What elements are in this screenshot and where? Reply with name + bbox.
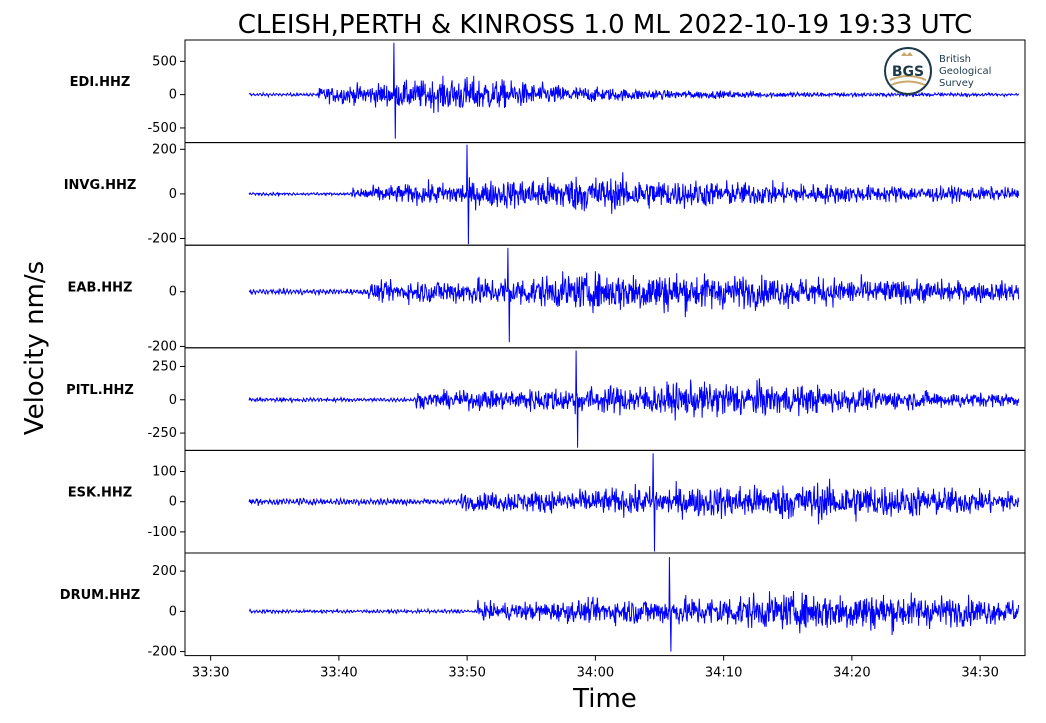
waveform-line (248, 144, 1020, 245)
y-tick-label: 0 (169, 393, 177, 408)
waveform-line (248, 556, 1020, 652)
station-label: INVG.HHZ (64, 178, 137, 193)
station-label: ESK.HHZ (68, 486, 132, 501)
x-tick-label: 34:20 (833, 666, 870, 681)
station-panel: -200 0 EAB.HHZ (68, 244, 1026, 354)
y-tick-label: -200 (147, 339, 177, 354)
y-tick-label: -200 (147, 645, 177, 660)
station-label: EAB.HHZ (68, 280, 133, 295)
waveform-line (248, 247, 1020, 343)
station-label: EDI.HHZ (70, 75, 131, 90)
waveform-line (248, 42, 1020, 139)
y-tick-label: 0 (169, 285, 177, 300)
y-tick-label: -200 (147, 232, 177, 247)
station-label: DRUM.HHZ (60, 588, 140, 603)
y-tick-label: 0 (169, 88, 177, 103)
panel-frame (184, 552, 1026, 657)
waveform-line (248, 453, 1020, 552)
bgs-logo-strata (890, 80, 926, 86)
bgs-logo-line: Survey (939, 78, 974, 89)
waveform-line (248, 350, 1020, 448)
y-tick-label: 200 (152, 142, 177, 157)
bgs-logo-line: British (939, 54, 971, 65)
x-tick-label: 34:10 (705, 666, 742, 681)
station-panel: -200 0 200 DRUM.HHZ (60, 552, 1026, 660)
bgs-logo-line: Geological (939, 66, 991, 77)
y-tick-label: 500 (152, 54, 177, 69)
x-tick-label: 34:30 (961, 666, 998, 681)
y-tick-label: -500 (147, 121, 177, 136)
x-tick-label: 33:30 (192, 666, 229, 681)
x-tick-label: 33:50 (448, 666, 485, 681)
x-axis: 33:30 33:40 33:50 34:00 34:10 34:20 34:30 (192, 655, 999, 681)
station-panel: -250 0 250 PITL.HHZ (66, 347, 1026, 451)
bgs-logo-strata (889, 75, 927, 81)
y-tick-label: 200 (152, 564, 177, 579)
x-axis-label: Time (572, 684, 637, 714)
station-panels: -500 0 500 EDI.HHZ -200 0 200 INVG.HHZ -200 0 EAB.… (60, 39, 1026, 660)
crown-icon (901, 52, 913, 56)
station-panel: -500 0 500 EDI.HHZ (70, 39, 1026, 144)
station-label: PITL.HHZ (66, 383, 134, 398)
y-tick-label: 250 (152, 359, 177, 374)
station-panel: -200 0 200 INVG.HHZ (64, 142, 1026, 247)
y-tick-label: 0 (169, 495, 177, 510)
y-tick-label: 0 (169, 187, 177, 202)
y-tick-label: -250 (147, 426, 177, 441)
y-tick-label: 100 (152, 465, 177, 480)
bgs-logo-initials: BGS (892, 64, 924, 80)
chart-title: CLEISH,PERTH & KINROSS 1.0 ML 2022-10-19… (238, 10, 972, 40)
station-panel: -100 0 100 ESK.HHZ (68, 449, 1026, 554)
y-tick-label: 0 (169, 604, 177, 619)
bgs-logo: BGS British Geological Survey (884, 47, 991, 95)
x-tick-label: 33:40 (320, 666, 357, 681)
y-tick-label: -100 (147, 525, 177, 540)
y-axis-label: Velocity nm/s (20, 261, 50, 435)
x-tick-label: 34:00 (577, 666, 614, 681)
